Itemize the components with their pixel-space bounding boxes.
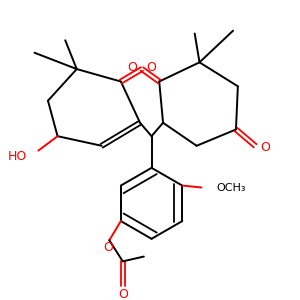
Text: O: O [147, 61, 157, 74]
Text: HO: HO [8, 150, 27, 163]
Text: O: O [103, 242, 113, 254]
Text: OCH₃: OCH₃ [217, 182, 246, 193]
Text: O: O [128, 61, 137, 74]
Text: O: O [118, 288, 128, 300]
Text: O: O [260, 141, 270, 154]
